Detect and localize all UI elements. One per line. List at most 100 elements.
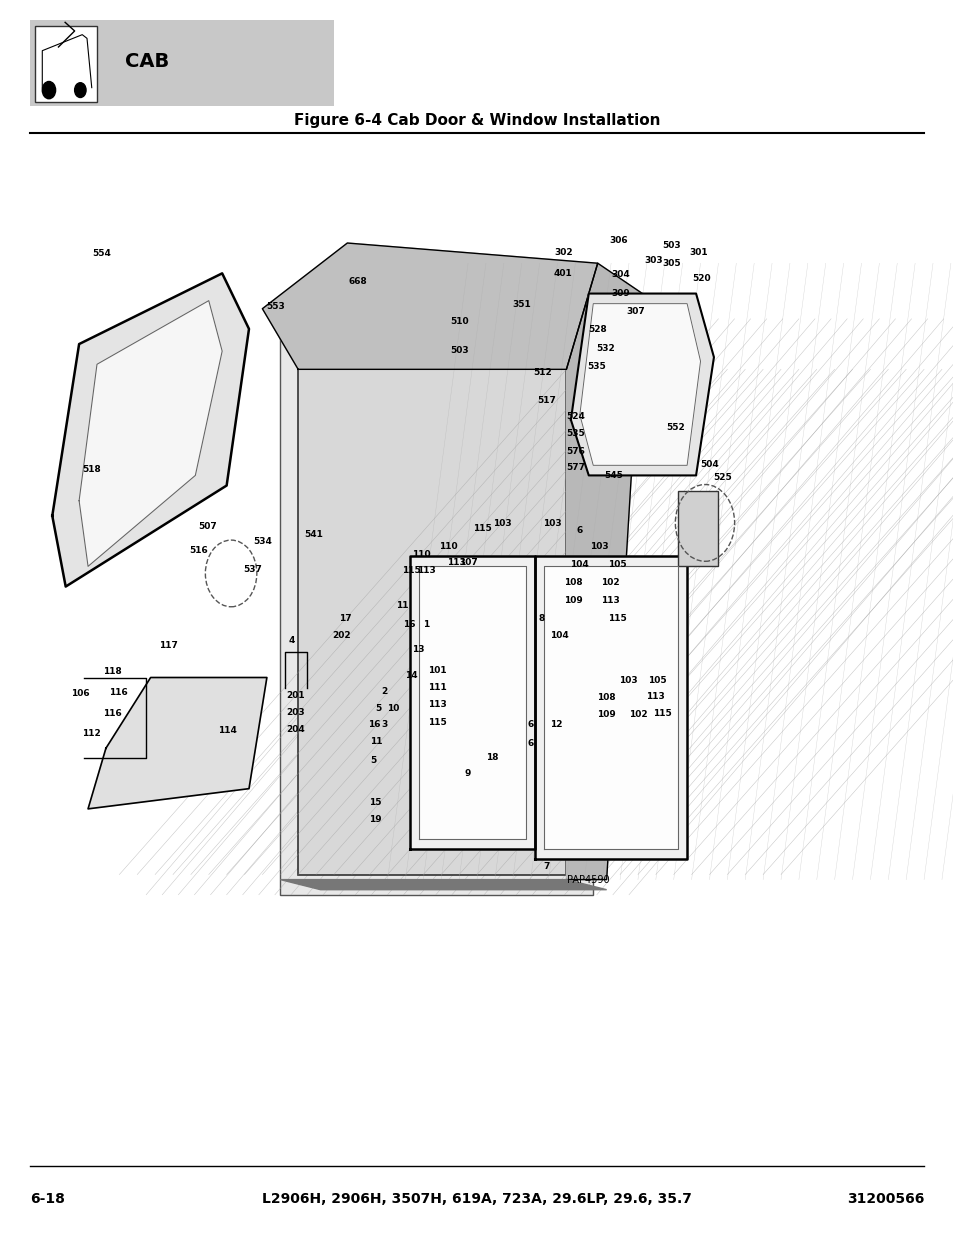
Text: 103: 103 — [542, 520, 560, 529]
Text: 525: 525 — [712, 473, 731, 482]
Text: 6: 6 — [527, 720, 533, 729]
Text: 102: 102 — [600, 578, 618, 588]
Text: 110: 110 — [412, 550, 431, 559]
Text: 307: 307 — [626, 308, 644, 316]
Polygon shape — [579, 304, 700, 466]
Polygon shape — [570, 294, 713, 475]
Text: 108: 108 — [597, 693, 615, 701]
Text: 116: 116 — [109, 688, 128, 698]
Text: 16: 16 — [402, 620, 415, 630]
Text: 553: 553 — [266, 303, 284, 311]
Text: 203: 203 — [286, 708, 304, 716]
Text: 103: 103 — [590, 541, 608, 551]
Text: 512: 512 — [533, 368, 551, 377]
Polygon shape — [88, 678, 267, 809]
Text: 8: 8 — [538, 614, 544, 624]
Polygon shape — [280, 879, 606, 889]
Text: 305: 305 — [661, 259, 680, 268]
Polygon shape — [418, 567, 526, 839]
Text: 5: 5 — [370, 756, 376, 764]
Polygon shape — [52, 273, 249, 587]
Text: 520: 520 — [691, 274, 710, 283]
Text: 103: 103 — [618, 676, 637, 685]
Bar — [678, 490, 718, 567]
Text: 503: 503 — [450, 346, 469, 354]
Text: 576: 576 — [566, 447, 585, 456]
Text: 532: 532 — [596, 345, 614, 353]
Text: 507: 507 — [198, 522, 217, 531]
Text: 7: 7 — [543, 862, 549, 871]
Text: 106: 106 — [71, 689, 90, 699]
Text: 516: 516 — [190, 546, 209, 556]
Circle shape — [74, 83, 86, 98]
Text: 1: 1 — [422, 620, 429, 630]
Text: 303: 303 — [643, 256, 662, 264]
Text: 11: 11 — [395, 600, 408, 610]
Text: 118: 118 — [103, 667, 122, 677]
Text: 13: 13 — [412, 645, 424, 655]
Text: 114: 114 — [218, 726, 237, 735]
Text: 552: 552 — [665, 424, 684, 432]
Text: 351: 351 — [512, 300, 531, 309]
Text: L2906H, 2906H, 3507H, 619A, 723A, 29.6LP, 29.6, 35.7: L2906H, 2906H, 3507H, 619A, 723A, 29.6LP… — [262, 1192, 691, 1207]
Text: 109: 109 — [597, 710, 615, 719]
Text: 535: 535 — [587, 362, 605, 370]
Text: 534: 534 — [253, 536, 272, 546]
Text: 115: 115 — [473, 525, 492, 534]
Text: 535: 535 — [566, 430, 584, 438]
Text: CAB: CAB — [125, 52, 169, 72]
Text: 104: 104 — [570, 559, 588, 569]
FancyBboxPatch shape — [30, 20, 334, 106]
Text: 113: 113 — [416, 566, 436, 576]
Text: 554: 554 — [91, 249, 111, 258]
Text: 11: 11 — [370, 737, 382, 746]
Text: 6: 6 — [527, 739, 533, 747]
Text: 113: 113 — [428, 700, 447, 709]
Text: 102: 102 — [629, 710, 647, 719]
Text: 6: 6 — [577, 526, 582, 535]
Polygon shape — [543, 567, 678, 850]
Bar — [34, 26, 96, 103]
Text: 105: 105 — [647, 676, 666, 685]
Polygon shape — [566, 263, 641, 879]
Text: 104: 104 — [550, 631, 568, 641]
Text: 577: 577 — [566, 463, 585, 472]
Text: 10: 10 — [386, 704, 398, 713]
Text: 201: 201 — [286, 690, 304, 700]
Text: 5: 5 — [375, 704, 381, 713]
Polygon shape — [79, 300, 222, 567]
Text: 116: 116 — [103, 709, 122, 718]
Polygon shape — [535, 556, 686, 860]
Text: 110: 110 — [438, 541, 457, 551]
Text: 204: 204 — [286, 725, 304, 734]
Bar — [280, 319, 593, 894]
Text: 504: 504 — [700, 461, 719, 469]
Text: 115: 115 — [428, 718, 447, 726]
Text: 301: 301 — [688, 248, 707, 257]
Text: 117: 117 — [159, 641, 178, 651]
Text: 528: 528 — [588, 325, 606, 333]
Text: 113: 113 — [645, 692, 664, 700]
Text: 545: 545 — [604, 472, 622, 480]
Text: 541: 541 — [304, 531, 322, 540]
Text: 503: 503 — [661, 241, 680, 249]
Circle shape — [42, 82, 55, 99]
Text: 19: 19 — [368, 815, 381, 824]
Text: 14: 14 — [404, 671, 416, 680]
Text: 668: 668 — [348, 277, 367, 285]
Text: 115: 115 — [652, 709, 671, 718]
Text: 309: 309 — [611, 289, 629, 298]
Bar — [298, 369, 566, 874]
Text: 103: 103 — [493, 520, 511, 529]
Text: 537: 537 — [243, 564, 262, 574]
Text: 115: 115 — [608, 614, 626, 624]
Polygon shape — [262, 243, 598, 369]
Text: 18: 18 — [486, 753, 498, 762]
Text: 518: 518 — [82, 466, 101, 474]
Text: 15: 15 — [368, 798, 380, 806]
Text: 31200566: 31200566 — [846, 1192, 923, 1207]
Text: 16: 16 — [367, 720, 379, 729]
Text: 306: 306 — [609, 236, 627, 245]
Text: 9: 9 — [464, 769, 471, 778]
Text: 111: 111 — [428, 683, 447, 693]
